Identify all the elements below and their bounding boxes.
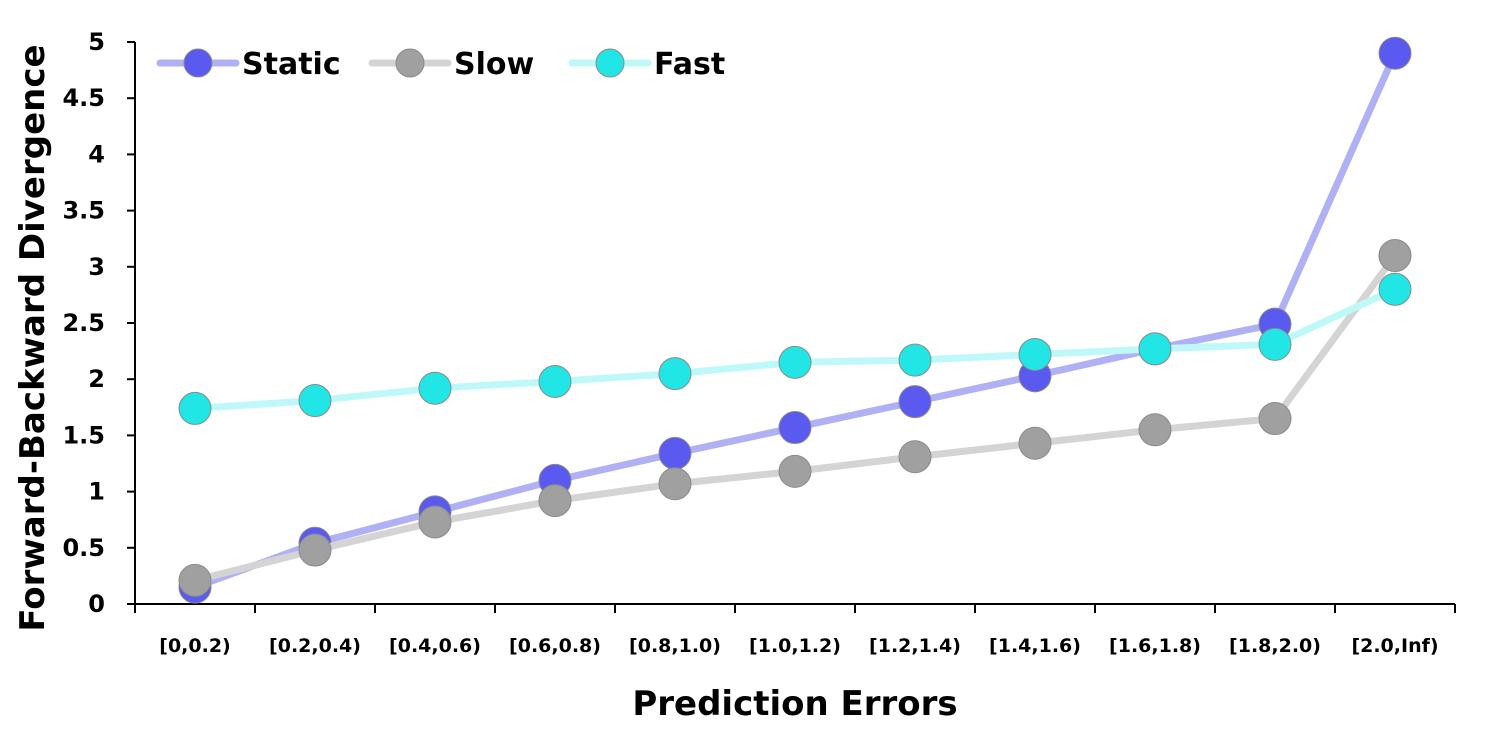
- legend-marker: [395, 48, 425, 78]
- data-point: [1018, 337, 1052, 371]
- data-point: [538, 484, 572, 518]
- data-point: [298, 384, 332, 418]
- data-point: [1018, 426, 1052, 460]
- data-point: [418, 371, 452, 405]
- legend-item-fast: Fast: [568, 47, 725, 82]
- x-tick-label: [1.2,1.4): [869, 635, 961, 657]
- series-line: [191, 49, 1399, 591]
- data-point: [178, 563, 212, 597]
- y-tick-label: 1: [88, 478, 105, 506]
- y-tick-label: 3.5: [62, 197, 105, 225]
- x-axis-title: Prediction Errors: [632, 684, 957, 724]
- data-point: [1378, 36, 1412, 70]
- y-tick-label: 3: [88, 253, 105, 281]
- data-point: [1378, 239, 1412, 273]
- x-tick-label: [1.0,1.2): [749, 635, 841, 657]
- x-tick-label: [0.4,0.6): [389, 635, 481, 657]
- data-point: [658, 467, 692, 501]
- data-point: [898, 385, 932, 419]
- data-point: [658, 436, 692, 470]
- x-tick-label: [0.2,0.4): [269, 635, 361, 657]
- data-point: [1258, 402, 1292, 436]
- data-point: [778, 411, 812, 445]
- x-tick-label: [0,0.2): [159, 635, 230, 657]
- data-point: [778, 454, 812, 488]
- y-tick-label: 1.5: [62, 421, 105, 449]
- y-tick-label: 0.5: [62, 534, 105, 562]
- data-point: [418, 505, 452, 539]
- data-point: [1258, 327, 1292, 361]
- x-tick-label: [2.0,Inf): [1351, 635, 1438, 657]
- legend-item-static: Static: [156, 47, 341, 82]
- legend-marker: [183, 48, 213, 78]
- data-point: [778, 345, 812, 379]
- data-point: [898, 440, 932, 474]
- legend-label: Static: [242, 47, 341, 82]
- y-tick-label: 2: [88, 365, 105, 393]
- x-tick-label: [1.6,1.8): [1109, 635, 1201, 657]
- y-tick-label: 4: [88, 140, 105, 168]
- x-tick-label: [0.8,1.0): [629, 635, 721, 657]
- data-point: [298, 533, 332, 567]
- data-point: [1138, 413, 1172, 447]
- data-point: [178, 391, 212, 425]
- axes: [134, 42, 1455, 605]
- x-axis-ticks: [0,0.2) [0.2,0.4) [0.4,0.6) [0.6,0.8) [0.8,1…: [134, 604, 1456, 657]
- x-tick-label: [1.4,1.6): [989, 635, 1081, 657]
- legend-marker: [595, 48, 625, 78]
- legend-item-slow: Slow: [368, 47, 534, 82]
- series-slow: [178, 239, 1412, 597]
- data-point: [1138, 332, 1172, 366]
- series-static: [178, 36, 1412, 604]
- legend-label: Fast: [654, 47, 725, 82]
- x-tick-label: [0.6,0.8): [509, 635, 601, 657]
- x-tick-label: [1.8,2.0): [1229, 635, 1321, 657]
- y-tick-label: 4.5: [62, 84, 105, 112]
- y-tick-label: 2.5: [62, 309, 105, 337]
- data-point: [538, 364, 572, 398]
- series-fast: [178, 272, 1412, 425]
- legend-label: Slow: [454, 47, 534, 82]
- y-axis-title: Forward-Backward Divergence: [13, 44, 53, 631]
- y-axis-ticks: 0 0.5 1 1.5 2 2.5 3 3.5 4 4.5 5: [62, 28, 135, 618]
- y-tick-label: 5: [88, 28, 105, 56]
- y-tick-label: 0: [88, 590, 105, 618]
- data-point: [898, 343, 932, 377]
- data-point: [1378, 272, 1412, 306]
- legend: Static Slow Fast: [156, 47, 725, 82]
- series-layer: [178, 36, 1412, 604]
- data-point: [658, 357, 692, 391]
